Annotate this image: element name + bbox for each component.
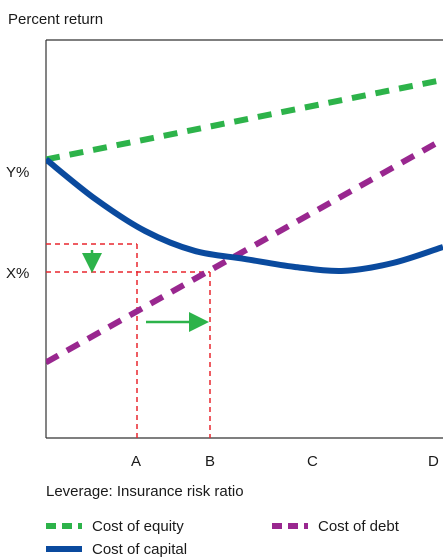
- legend-label-debt: Cost of debt: [318, 518, 400, 535]
- x-tick-C: C: [307, 453, 318, 470]
- x-tick-A: A: [131, 453, 141, 470]
- series-line-cost-of-capital: [46, 157, 443, 274]
- guide-lines: [46, 243, 211, 438]
- x-tick-D: D: [428, 453, 439, 470]
- x-axis-label: Leverage: Insurance risk ratio: [46, 483, 244, 500]
- y-tick-Y: Y%: [6, 164, 29, 181]
- x-tick-B: B: [205, 453, 215, 470]
- series-layer: [46, 76, 443, 365]
- y-axis-label: Percent return: [8, 11, 103, 28]
- legend: Cost of equity Cost of debt Cost of capi…: [46, 518, 400, 558]
- series-line-cost-of-debt: [46, 136, 443, 365]
- legend-label-capital: Cost of capital: [92, 541, 187, 558]
- series-line-cost-of-equity: [46, 76, 443, 163]
- y-tick-X: X%: [6, 265, 29, 282]
- legend-label-equity: Cost of equity: [92, 518, 184, 535]
